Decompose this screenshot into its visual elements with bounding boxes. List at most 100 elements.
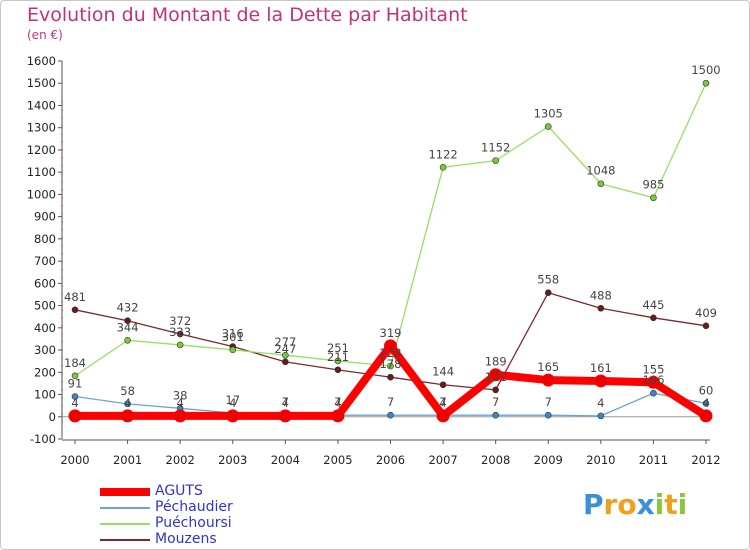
legend-label: Mouzens [155, 531, 217, 547]
data-point [176, 341, 184, 349]
data-label: 4 [439, 396, 446, 410]
data-point [702, 79, 710, 87]
data-label: 211 [327, 350, 349, 364]
data-point [492, 386, 499, 394]
y-tick-label: 1100 [27, 165, 56, 179]
data-label: 985 [642, 178, 664, 192]
x-tick-label: 2001 [113, 453, 142, 467]
x-tick-label: 2009 [534, 453, 563, 467]
data-label: 344 [117, 320, 139, 334]
data-point [650, 194, 657, 202]
data-label: 316 [222, 327, 244, 341]
data-label: 4 [229, 396, 236, 410]
data-point [387, 411, 394, 419]
logo-letter: x [636, 488, 655, 521]
legend-item: Péchaudier [100, 499, 400, 516]
data-label: 7 [492, 395, 499, 409]
data-point [650, 389, 657, 397]
x-tick-label: 2011 [639, 453, 668, 467]
y-tick-label: 900 [34, 210, 56, 224]
data-label: 432 [117, 301, 139, 315]
chart-subtitle: (en €) [27, 28, 63, 42]
data-label: 1500 [691, 63, 720, 77]
data-label: 323 [169, 325, 191, 339]
x-tick-label: 2008 [481, 453, 510, 467]
y-tick-label: 700 [34, 254, 56, 268]
data-label: 251 [327, 341, 349, 355]
data-point [387, 362, 394, 370]
y-tick-label: 1300 [27, 121, 56, 135]
x-tick-label: 2007 [428, 453, 457, 467]
x-tick-label: 2000 [60, 453, 89, 467]
data-label: 277 [274, 335, 296, 349]
data-point [387, 373, 394, 381]
data-label: 58 [120, 384, 135, 398]
y-tick-label: 600 [34, 276, 56, 290]
data-point [489, 368, 503, 382]
y-tick-label: 400 [34, 321, 56, 335]
data-point [121, 409, 135, 423]
data-label: 409 [695, 306, 717, 320]
x-tick-label: 2003 [218, 453, 247, 467]
data-point [439, 163, 447, 171]
y-tick-label: 100 [34, 388, 56, 402]
data-label: 1122 [428, 147, 457, 161]
data-label: 91 [68, 377, 83, 391]
data-point [282, 351, 289, 359]
data-label: 165 [537, 360, 559, 374]
logo-letter: i [654, 488, 665, 521]
data-point [173, 409, 187, 423]
chart-legend: AGUTS Péchaudier Puéchoursi Mouzens [100, 483, 400, 548]
data-label: 60 [699, 383, 714, 397]
y-tick-label: 1500 [27, 76, 56, 90]
data-point [699, 409, 713, 423]
y-tick-label: 0 [49, 410, 56, 424]
data-label: 4 [597, 396, 604, 410]
data-label: 7 [439, 395, 446, 409]
data-point [544, 123, 552, 130]
x-tick-label: 2005 [323, 453, 352, 467]
data-label: 4 [177, 396, 184, 410]
data-label: 4 [334, 396, 341, 410]
x-tick-label: 2006 [376, 453, 405, 467]
logo-letter: t [664, 488, 678, 521]
data-point [71, 306, 79, 314]
data-point [334, 366, 342, 374]
data-point [229, 346, 237, 354]
data-label: 38 [173, 388, 188, 402]
data-point [702, 400, 710, 407]
data-label: 228 [380, 346, 402, 360]
data-label: 7 [334, 395, 341, 409]
data-label: 4 [702, 396, 709, 410]
data-point [124, 400, 131, 408]
data-label: 7 [387, 395, 394, 409]
data-label: 4 [71, 396, 78, 410]
data-point [436, 409, 450, 423]
data-point [594, 374, 608, 388]
data-label: 106 [642, 373, 664, 387]
data-label: 301 [222, 330, 244, 344]
x-tick-label: 2010 [586, 453, 615, 467]
data-label: 7 [545, 395, 552, 409]
data-label: 7 [282, 395, 289, 409]
data-point [331, 409, 345, 423]
data-point [124, 317, 131, 325]
data-point [597, 304, 605, 312]
y-tick-label: 300 [34, 343, 56, 357]
data-point [544, 411, 552, 419]
proxiti-logo: Proxiti [583, 488, 687, 521]
data-label: 4 [282, 396, 289, 410]
data-label: 1305 [534, 107, 563, 121]
data-point [71, 393, 79, 400]
data-point [176, 330, 184, 338]
logo-letter: i [677, 488, 688, 521]
data-label: 1152 [481, 141, 510, 155]
data-label: 445 [642, 298, 664, 312]
data-label: 481 [64, 290, 86, 304]
data-point [597, 412, 605, 420]
data-label: 189 [485, 355, 507, 369]
data-point [492, 157, 499, 164]
data-label: 372 [169, 314, 191, 328]
data-point [492, 411, 499, 419]
data-point [541, 373, 555, 387]
